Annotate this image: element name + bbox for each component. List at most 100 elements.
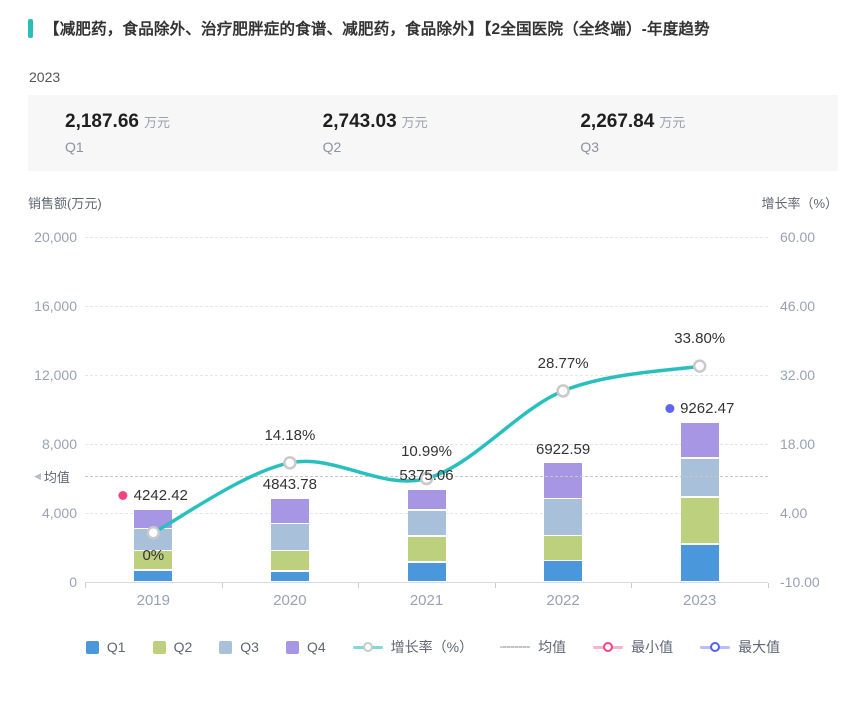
bar-segment-2020-Q2	[270, 551, 309, 571]
bar-segment-2019-Q2	[134, 551, 173, 570]
bar-segment-2022-Q4	[544, 463, 583, 498]
x-axis-tick-mark	[631, 583, 633, 588]
bar-segment-2020-Q1	[270, 572, 309, 582]
stat-unit: 万元	[659, 115, 686, 130]
summary-stat-q1: 2,187.66 万元 Q1	[65, 111, 323, 155]
legend-item-Q2[interactable]: Q2	[152, 639, 193, 655]
bar-total-label-2023: 9262.47	[665, 400, 734, 417]
x-axis-label-2021: 2021	[409, 592, 444, 609]
bar-total-label-2020: 4843.78	[263, 476, 317, 493]
stat-unit: 万元	[143, 115, 170, 130]
legend-line-circle-icon	[352, 642, 383, 653]
trend-chart: 销售额(万元) 增长率（%） 0 -10.00 4,000 4.00 8,000 18.0…	[28, 190, 838, 615]
growth-value-text: 10.99%	[401, 442, 452, 460]
legend-label: 增长率（%）	[390, 639, 474, 655]
x-axis-label-2023: 2023	[683, 592, 717, 609]
legend-label: 最大值	[738, 639, 781, 655]
right-axis-tick: 60.00	[780, 229, 816, 245]
legend-item-Q4[interactable]: Q4	[285, 639, 326, 655]
legend-line-circle-icon	[593, 642, 624, 653]
legend-label: Q2	[173, 639, 193, 655]
growth-label-2021: 10.99%	[401, 443, 452, 460]
x-axis-label-2019: 2019	[136, 592, 170, 609]
legend-item-最小值[interactable]: 最小值	[593, 637, 673, 657]
page-title: 【减肥药，食品除外、治疗肥胖症的食谱、减肥药，食品除外】【2全国医院（全终端）-…	[44, 21, 710, 38]
right-axis-tick: 18.00	[780, 436, 816, 452]
chart-legend: Q1 Q2 Q3 Q4 增长率（%） 均值 最小值 最大值	[28, 637, 838, 657]
growth-label-2023: 33.80%	[674, 330, 725, 347]
bar-segment-2022-Q3	[544, 499, 583, 535]
gridline	[85, 237, 768, 238]
legend-swatch-icon	[85, 640, 99, 654]
bar-total-label-2022: 6922.59	[536, 441, 590, 458]
bar-segment-2020-Q3	[270, 524, 309, 550]
bar-segment-2021-Q3	[407, 510, 446, 536]
x-axis-tick-mark	[358, 583, 360, 588]
growth-label-2019: 0%	[142, 547, 164, 564]
bar-total-label-2019: 4242.42	[118, 487, 188, 504]
growth-value-text: 14.18%	[264, 426, 316, 444]
legend-item-增长率[interactable]: 增长率（%）	[352, 637, 474, 657]
legend-label: 最小值	[631, 639, 674, 655]
summary-stat-q2: 2,743.03 万元 Q2	[323, 111, 581, 155]
x-axis-tick-mark	[768, 583, 769, 588]
bar-segment-2021-Q4	[407, 490, 446, 510]
growth-label-2020: 14.18%	[264, 427, 315, 444]
min-value-dot	[118, 490, 128, 500]
right-axis-tick: -10.00	[780, 574, 820, 590]
legend-label: Q1	[106, 639, 126, 655]
growth-value-text: 0%	[142, 546, 165, 564]
left-axis-tick: 0	[69, 574, 77, 590]
bar-segment-2022-Q2	[544, 536, 583, 560]
growth-rate-line-layer	[146, 359, 707, 540]
stat-label: Q2	[322, 139, 342, 155]
legend-item-Q1[interactable]: Q1	[85, 639, 126, 655]
growth-point-2022	[556, 384, 570, 398]
left-axis-tick: 4,000	[41, 505, 77, 521]
summary-box: 2,187.66 万元 Q1 2,743.03 万元 Q2 2,267.84 万元 Q3	[28, 95, 838, 171]
bar-segment-2019-Q4	[134, 509, 173, 528]
stat-value: 2,267.84 万元	[580, 111, 686, 132]
left-axis-title: 销售额(万元)	[28, 196, 102, 211]
bar-segment-2023-Q3	[680, 458, 719, 497]
summary-year-label: 2023	[29, 69, 61, 85]
growth-point-2020	[283, 456, 297, 470]
bar-segment-2021-Q2	[407, 537, 446, 562]
total-value-text: 9262.47	[680, 400, 735, 418]
stat-value: 2,743.03 万元	[322, 111, 428, 132]
growth-label-2022: 28.77%	[538, 355, 589, 372]
bar-segment-2023-Q2	[680, 497, 719, 544]
left-axis-tick: 8,000	[41, 436, 77, 452]
total-value-text: 5375.06	[399, 467, 454, 485]
legend-swatch-icon	[219, 640, 233, 654]
bar-segment-2023-Q1	[680, 545, 719, 582]
legend-item-均值[interactable]: 均值	[500, 637, 566, 657]
mean-label: ◀ 均值	[34, 467, 70, 486]
x-axis-tick-mark	[221, 583, 223, 588]
mean-arrow-icon: ◀	[34, 471, 41, 482]
title-accent-bar	[28, 18, 33, 38]
legend-label: Q3	[240, 639, 259, 655]
legend-swatch-icon	[285, 640, 299, 654]
left-axis-tick: 20,000	[34, 229, 77, 245]
right-axis-tick: 4.00	[780, 505, 808, 521]
growth-value-text: 28.77%	[537, 354, 589, 372]
right-axis-tick: 32.00	[780, 367, 816, 383]
legend-item-Q3[interactable]: Q3	[219, 639, 259, 655]
chart-header: 【减肥药，食品除外、治疗肥胖症的食谱、减肥药，食品除外】【2全国医院（全终端）-…	[28, 17, 710, 39]
legend-item-最大值[interactable]: 最大值	[700, 637, 780, 657]
growth-point-2019	[146, 525, 161, 540]
growth-point-2021	[419, 471, 434, 486]
x-axis-tick-mark	[85, 583, 86, 588]
total-value-text: 4843.78	[262, 476, 318, 494]
stat-value: 2,187.66 万元	[65, 111, 170, 132]
legend-swatch-icon	[152, 640, 166, 654]
bar-segment-2021-Q1	[407, 562, 446, 582]
bar-segment-2020-Q4	[270, 499, 309, 523]
legend-line-circle-icon	[700, 642, 731, 653]
total-value-text: 6922.59	[535, 440, 591, 458]
left-axis-tick: 12,000	[34, 367, 77, 383]
legend-label: Q4	[306, 639, 326, 655]
stat-label: Q3	[580, 139, 600, 155]
